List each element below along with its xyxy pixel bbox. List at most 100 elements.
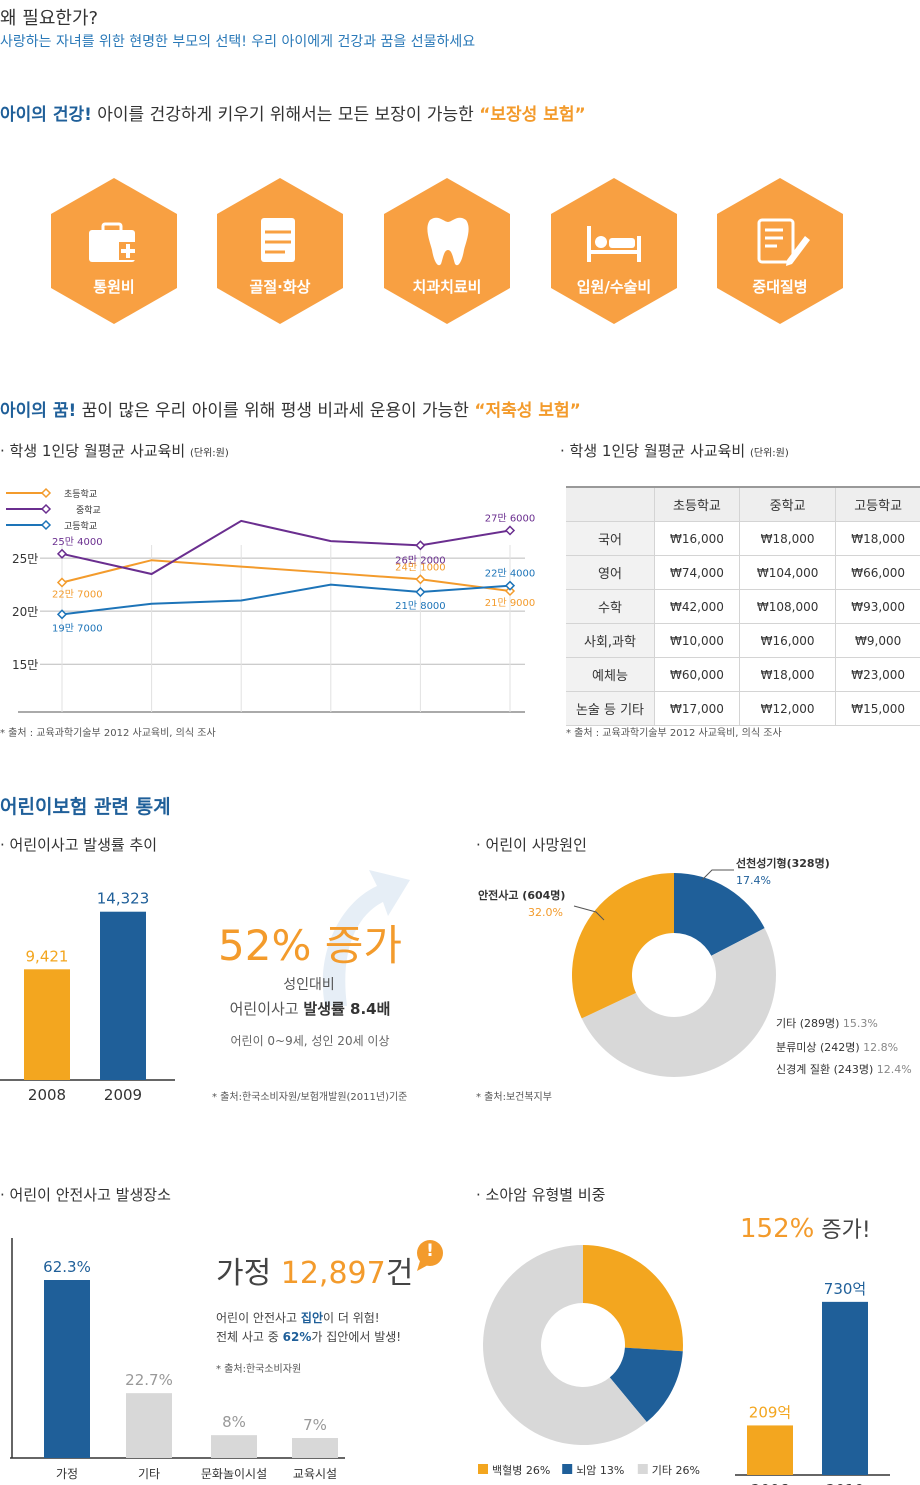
line-chart-title-text: · 학생 1인당 월평균 사교육비 xyxy=(0,442,186,460)
data-label: 24만 1000 xyxy=(395,561,446,573)
x-category-label: 2008 xyxy=(28,1086,66,1104)
data-label: 25만 4000 xyxy=(52,536,103,548)
data-point xyxy=(504,585,516,597)
data-label: 19만 7000 xyxy=(52,622,103,634)
series-line xyxy=(61,559,511,592)
accident-place-source: * 출처:한국소비자원 xyxy=(216,1364,302,1375)
table-title-text: · 학생 1인당 월평균 사교육비 xyxy=(560,442,746,460)
slice-label: 안전사고 (604명) xyxy=(478,888,565,902)
hexagon-bg xyxy=(384,178,510,324)
data-point xyxy=(415,574,426,585)
table-row-header: 영어 xyxy=(566,555,655,590)
bar-value-label: 62.3% xyxy=(43,1258,91,1276)
legend-marker xyxy=(40,503,52,515)
coverage-item: 골절·화상 xyxy=(217,178,343,324)
slice-label: 분류미상 (242명) 12.8% xyxy=(776,1041,898,1054)
data-point xyxy=(56,577,68,588)
hexagon-bg xyxy=(717,178,843,324)
cancer-big-number: 152% xyxy=(740,1214,815,1244)
table-title: · 학생 1인당 월평균 사교육비 (단위:원) xyxy=(560,440,789,461)
table-header-cell xyxy=(566,486,655,522)
table-cell: ₩42,000 xyxy=(654,589,740,624)
exclamation-bubble-icon xyxy=(417,1240,443,1271)
accident-place-headline: 가정 12,897건 xyxy=(216,1248,413,1292)
table-cell: ₩18,000 xyxy=(738,521,836,556)
slice-percent: 15.3% xyxy=(839,1017,877,1030)
table-cell: ₩23,000 xyxy=(835,657,920,692)
coverage-item: 중대질병 xyxy=(717,178,843,324)
slice-percent: 17.4% xyxy=(736,874,771,887)
pie-slice xyxy=(581,928,777,1078)
headline-prefix: 가정 xyxy=(216,1256,281,1291)
health-heading: 아이의 건강! 아이를 건강하게 키우기 위해서는 모든 보장이 가능한 “보장… xyxy=(0,100,586,125)
bar-value-label: 9,421 xyxy=(26,947,69,965)
coverage-label: 입원/수술비 xyxy=(576,278,652,296)
accident-line1: 성인대비 xyxy=(283,977,335,993)
place-line1-a: 어린이 안전사고 xyxy=(216,1311,301,1325)
headline-suffix: 건 xyxy=(385,1256,414,1291)
bar-value-label: 7% xyxy=(303,1416,327,1434)
pie-slice xyxy=(674,873,765,956)
bar xyxy=(100,911,146,1080)
table-row: 논술 등 기타 ₩17,000 ₩12,000 ₩15,000 xyxy=(566,691,920,726)
table-row-header: 예체능 xyxy=(566,657,655,692)
place-line2-c: 가 집안에서 발생! xyxy=(311,1330,402,1344)
stats-title: 어린이보험 관련 통계 xyxy=(0,796,171,818)
cancer-bar-chart: 209억 2006 730억 2010 xyxy=(735,1280,890,1485)
page-subtitle: 사랑하는 자녀를 위한 현명한 부모의 선택! 우리 아이에게 건강과 꿈을 선… xyxy=(0,34,476,50)
accident-line2-prefix: 어린이사고 xyxy=(229,1000,304,1018)
legend-label: 고등학교 xyxy=(64,521,97,532)
bar-value-label: 14,323 xyxy=(97,890,150,908)
x-category-label: 교육시설 xyxy=(293,1467,337,1481)
bar xyxy=(126,1393,172,1458)
cancer-big-stat: 152% 증가! xyxy=(740,1212,871,1244)
table-cell: ₩9,000 xyxy=(835,623,920,658)
accident-place-chart: 62.3% 가정 22.7% 기타 8% 문화놀이시설 7% 교육시설 xyxy=(10,1238,345,1481)
bar-value-label: 209억 xyxy=(749,1403,791,1421)
death-cause-source: * 출처:보건복지부 xyxy=(476,1092,552,1103)
table-row: 예체능 ₩60,000 ₩18,000 ₩23,000 xyxy=(566,657,920,692)
table-header-row: 초등학교 중학교 고등학교 xyxy=(566,486,920,522)
hexagon-shape xyxy=(51,178,177,324)
place-line2-a: 전체 사고 중 xyxy=(216,1330,283,1344)
data-label: 22만 7000 xyxy=(52,588,103,600)
slice-label: 신경계 질환 (243명) 12.4% xyxy=(776,1063,912,1076)
legend-swatch xyxy=(478,1464,488,1474)
y-tick-label: 25만 xyxy=(12,552,38,566)
dream-heading: 아이의 꿈! 꿈이 많은 우리 아이를 위해 평생 비과세 운용이 가능한 “저… xyxy=(0,396,581,421)
table-row-header: 사회,과학 xyxy=(566,623,655,658)
accident-trend-chart: 9,421 2008 14,323 2009 xyxy=(0,890,175,1104)
checklist-icon xyxy=(757,218,810,266)
table-cell: ₩16,000 xyxy=(738,623,836,658)
table-row: 국어 ₩16,000 ₩18,000 ₩18,000 xyxy=(566,521,920,556)
legend-marker xyxy=(40,519,52,531)
table-row-header: 수학 xyxy=(566,589,655,624)
table-row: 수학 ₩42,000 ₩108,000 ₩93,000 xyxy=(566,589,920,624)
line-chart-title: · 학생 1인당 월평균 사교육비 (단위:원) xyxy=(0,440,229,461)
data-point xyxy=(415,586,426,598)
bar xyxy=(44,1280,90,1458)
place-line2-b: 62% xyxy=(282,1330,312,1344)
legend-label: 백혈병 26% xyxy=(492,1463,550,1477)
accident-source: * 출처:한국소비자원/보험개발원(2011년)기준 xyxy=(212,1092,408,1103)
x-category-label: 가정 xyxy=(56,1467,78,1481)
table-source: * 출처 : 교육과학기술부 2012 사교육비, 의식 조사 xyxy=(566,728,782,739)
coverage-item: 입원/수술비 xyxy=(551,178,677,324)
bar xyxy=(292,1438,338,1458)
table-cell: ₩93,000 xyxy=(835,589,920,624)
headline-number: 12,897 xyxy=(280,1256,386,1291)
table-cell: ₩108,000 xyxy=(738,589,836,624)
table-cell: ₩18,000 xyxy=(835,521,920,556)
rising-arrow-icon xyxy=(322,870,410,1006)
page-title: 왜 필요한가? xyxy=(0,8,99,29)
coverage-item: 통원비 xyxy=(51,178,177,324)
legend-label: 중학교 xyxy=(76,505,101,516)
cancer-pie-chart: 백혈병 26% 뇌암 13% 기타 26% xyxy=(478,1245,700,1477)
table-header-cell: 초등학교 xyxy=(654,486,740,522)
x-category-label: 2009 xyxy=(104,1086,142,1104)
table-cell: ₩74,000 xyxy=(654,555,740,590)
accident-trend-title: · 어린이사고 발생률 추이 xyxy=(0,836,158,854)
accident-line2-bold: 발생률 8.4배 xyxy=(303,1000,391,1018)
data-point xyxy=(56,548,68,559)
